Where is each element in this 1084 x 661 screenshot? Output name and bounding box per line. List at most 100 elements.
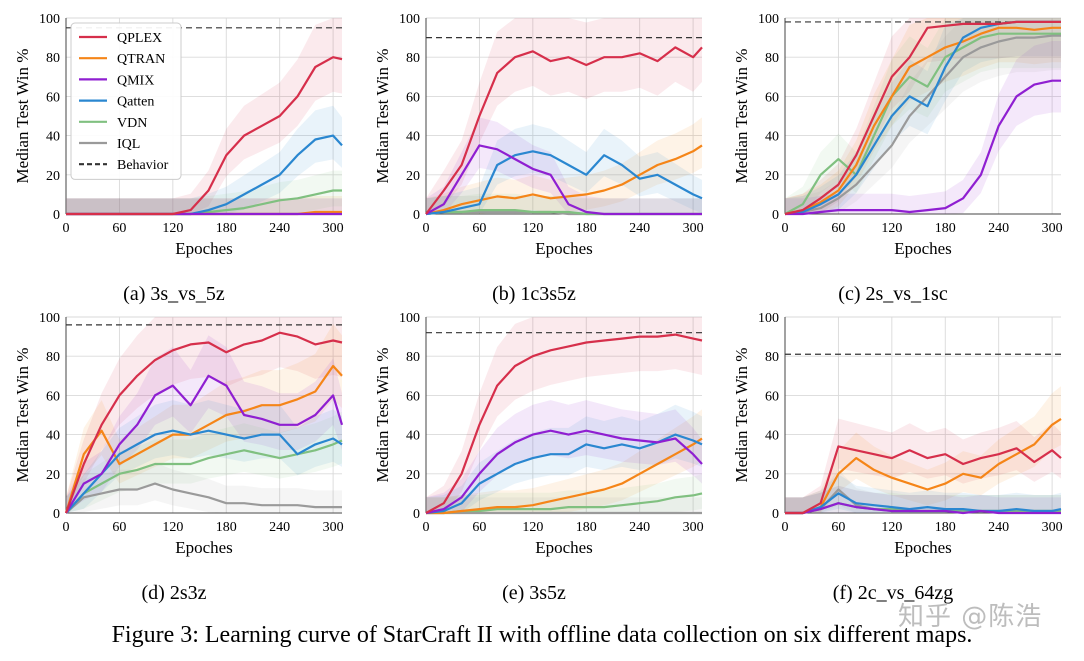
series-line-qplex — [66, 56, 343, 216]
y-axis-label: Median Test Win % — [13, 348, 32, 483]
y-tick-label: 40 — [765, 429, 779, 444]
band-vdn — [66, 170, 342, 214]
x-tick-label: 60 — [472, 520, 486, 535]
y-tick-label: 20 — [765, 468, 779, 483]
chart-panel-2: 0 60 120 180 240 300 0 20 40 60 80 100 Epoches Median… — [732, 12, 1063, 305]
figure-caption: Figure 3: Learning curve of StarCraft II… — [111, 622, 973, 648]
y-tick-label: 100 — [399, 311, 420, 326]
y-tick-label: 0 — [413, 507, 420, 522]
band-qplex — [426, 317, 702, 513]
y-tick-label: 0 — [413, 208, 420, 223]
band-qmix — [426, 117, 702, 214]
band-vdn — [66, 411, 342, 513]
band-qtran — [426, 409, 702, 513]
series-line-iql — [784, 34, 1061, 216]
x-tick-label: 120 — [522, 520, 543, 535]
chart-panel-1: 0 60 120 180 240 300 0 20 40 60 80 100 Epoches Median… — [373, 12, 704, 305]
x-tick-label: 240 — [629, 221, 650, 236]
y-tick-label: 20 — [406, 169, 420, 184]
x-tick-label: 180 — [576, 221, 597, 236]
y-tick-label: 80 — [765, 51, 779, 66]
x-tick-label: 240 — [269, 520, 290, 535]
series-line-qplex — [785, 445, 1062, 515]
band-qatten — [66, 105, 342, 214]
band-qtran — [785, 386, 1061, 513]
series-line-qtran — [784, 26, 1061, 216]
x-tick-label: 300 — [683, 221, 704, 236]
subplot-title: (e) 3s5z — [502, 582, 566, 604]
series-line-qmix — [785, 79, 1061, 216]
y-tick-label: 40 — [765, 130, 779, 145]
band-qtran — [66, 196, 342, 214]
x-tick-label: 240 — [988, 520, 1009, 535]
series-line-qmix — [65, 374, 344, 514]
y-tick-label: 60 — [46, 389, 60, 404]
series-line-qatten — [65, 429, 343, 514]
series-line-qplex — [425, 46, 703, 215]
x-tick-label: 60 — [112, 520, 126, 535]
series-line-qmix — [425, 429, 703, 515]
y-tick-label: 80 — [406, 350, 420, 365]
x-tick-label: 300 — [323, 221, 344, 236]
subplot-title: (b) 1c3s5z — [492, 283, 576, 305]
series-line-qtran — [425, 144, 703, 216]
y-tick-label: 60 — [406, 389, 420, 404]
x-tick-label: 180 — [935, 520, 956, 535]
y-axis-label: Median Test Win % — [732, 348, 751, 483]
subplot-title: (c) 2s_vs_1sc — [838, 283, 948, 305]
chart-panel-0: 0 60 120 180 240 300 0 20 40 60 80 100 Epoches Median… — [13, 12, 344, 305]
x-tick-label: 0 — [423, 221, 430, 236]
series-line-vdn — [426, 492, 703, 515]
y-tick-label: 0 — [772, 507, 779, 522]
series-line-qtran — [426, 437, 703, 515]
x-tick-label: 240 — [629, 520, 650, 535]
x-tick-label: 180 — [576, 520, 597, 535]
band-qplex — [66, 18, 342, 214]
legend-label-vdn: VDN — [117, 116, 147, 131]
legend-box — [70, 22, 182, 180]
y-axis-label: Median Test Win % — [373, 49, 392, 184]
band-qmix — [785, 41, 1061, 215]
x-axis-label: Epoches — [535, 538, 593, 557]
x-tick-label: 120 — [162, 520, 183, 535]
watermark-text: 知乎 @陈浩 — [898, 602, 1043, 632]
y-axis-label: Median Test Win % — [373, 348, 392, 483]
chart-panel-4: 0 60 120 180 240 300 0 20 40 60 80 100 Epoches Median… — [373, 311, 704, 604]
x-tick-label: 300 — [683, 520, 704, 535]
series-line-qtran — [785, 417, 1062, 515]
band-qplex — [785, 18, 1061, 214]
legend-label-qatten: Qatten — [117, 95, 154, 110]
legend-label-behavior: Behavior — [117, 158, 169, 173]
y-tick-label: 100 — [399, 12, 420, 27]
band-iql — [66, 462, 342, 513]
y-axis-label: Median Test Win % — [13, 49, 32, 184]
series-line-qplex — [64, 331, 343, 514]
band-iql — [785, 18, 1061, 214]
x-tick-label: 180 — [216, 221, 237, 236]
y-tick-label: 80 — [406, 51, 420, 66]
x-tick-label: 60 — [472, 221, 486, 236]
y-tick-label: 40 — [406, 130, 420, 145]
series-line-iql — [65, 482, 342, 514]
band-qtran — [426, 117, 702, 214]
band-qtran — [66, 323, 342, 513]
x-tick-label: 180 — [935, 221, 956, 236]
legend-label-qplex: QPLEX — [117, 31, 162, 46]
chart-panel-5: 0 60 120 180 240 300 0 20 40 60 80 100 Epoches Median… — [732, 311, 1063, 604]
band-qatten — [426, 124, 702, 214]
y-tick-label: 60 — [765, 389, 779, 404]
series-line-qplex — [784, 20, 1061, 216]
x-tick-label: 300 — [1042, 520, 1063, 535]
x-axis-label: Epoches — [175, 538, 233, 557]
subplot-title: (d) 2s3z — [142, 582, 207, 604]
y-tick-label: 0 — [772, 208, 779, 223]
y-tick-label: 100 — [39, 12, 60, 27]
y-tick-label: 20 — [46, 468, 60, 483]
y-tick-label: 80 — [46, 51, 60, 66]
band-vdn — [785, 18, 1061, 214]
x-tick-label: 240 — [988, 221, 1009, 236]
y-tick-label: 60 — [46, 90, 60, 105]
x-tick-label: 240 — [269, 221, 290, 236]
x-tick-label: 120 — [522, 221, 543, 236]
band-qplex — [785, 418, 1061, 513]
